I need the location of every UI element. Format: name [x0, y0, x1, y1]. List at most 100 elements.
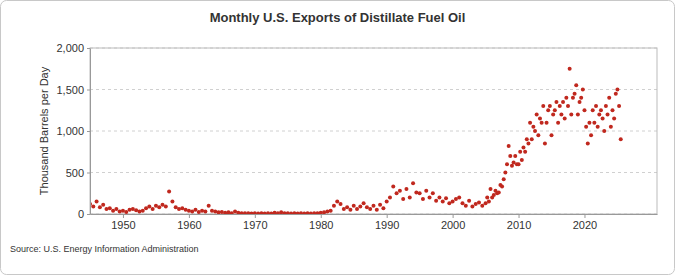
data-point: [91, 205, 95, 209]
data-point: [348, 208, 352, 212]
data-point: [538, 117, 542, 121]
data-point: [381, 206, 385, 210]
data-point: [329, 209, 333, 213]
data-point: [526, 141, 530, 145]
data-point: [95, 200, 99, 204]
data-point: [614, 92, 618, 96]
points: [90, 67, 623, 214]
data-point: [564, 96, 568, 100]
data-point: [428, 195, 432, 199]
data-point: [157, 205, 161, 209]
y-axis-title: Thousand Barrels per Day: [38, 66, 50, 195]
data-point: [404, 187, 408, 191]
x-tick-mark: [255, 214, 256, 218]
data-point: [487, 200, 491, 204]
data-point: [193, 208, 197, 212]
x-tick-mark: [519, 214, 520, 218]
data-point: [362, 201, 366, 205]
x-tick: 1970: [243, 214, 267, 231]
y-tick-label: 0: [78, 208, 84, 220]
data-point: [401, 197, 405, 201]
data-point: [609, 125, 613, 129]
data-point: [500, 185, 504, 189]
data-point: [533, 129, 537, 133]
data-point: [619, 137, 623, 141]
data-point: [378, 203, 382, 207]
data-point: [576, 112, 580, 116]
x-axis-line: [91, 214, 658, 215]
y-tick-label: 2,000: [56, 42, 84, 54]
data-point: [141, 209, 145, 213]
data-point: [528, 121, 532, 125]
data-point: [464, 204, 468, 208]
data-point: [355, 207, 359, 211]
data-point: [489, 187, 493, 191]
data-point: [551, 112, 555, 116]
data-point: [591, 108, 595, 112]
x-tick-label: 2020: [573, 219, 597, 231]
data-point: [375, 208, 379, 212]
x-tick: 2000: [441, 214, 465, 231]
data-point: [98, 205, 102, 209]
data-point: [352, 204, 356, 208]
data-point: [444, 196, 448, 200]
data-point: [332, 204, 336, 208]
outer-border: [1, 1, 675, 275]
plot-frame: [90, 48, 657, 214]
data-point: [615, 88, 619, 92]
data-point: [372, 204, 376, 208]
x-tick-mark: [123, 214, 124, 218]
grid-line: [90, 89, 657, 90]
x-tick-label: 2010: [507, 219, 531, 231]
data-point: [559, 112, 563, 116]
data-point: [470, 205, 474, 209]
data-point: [507, 144, 511, 148]
data-point: [525, 137, 529, 141]
data-point: [553, 108, 557, 112]
x-tick-mark: [584, 214, 585, 218]
data-point: [421, 197, 425, 201]
data-point: [601, 117, 605, 121]
data-point: [606, 112, 610, 116]
data-point: [451, 200, 455, 204]
data-point: [461, 201, 465, 205]
data-point: [569, 112, 573, 116]
x-tick: 1960: [177, 214, 201, 231]
data-point: [558, 104, 562, 108]
data-point: [480, 204, 484, 208]
data-point: [554, 100, 558, 104]
data-point: [535, 112, 539, 116]
x-tick-mark: [189, 214, 190, 218]
data-point: [604, 104, 608, 108]
data-point: [513, 154, 517, 158]
data-point: [424, 189, 428, 193]
x-tick-label: 1990: [375, 219, 399, 231]
x-tick-mark: [387, 214, 388, 218]
data-point: [530, 137, 534, 141]
grid: [90, 48, 657, 214]
data-point: [523, 150, 527, 154]
x-tick-label: 1980: [309, 219, 333, 231]
data-point: [594, 104, 598, 108]
y-tick-mark: [87, 173, 90, 174]
y-tick-mark: [87, 90, 90, 91]
data-point: [607, 96, 611, 100]
y-tick-label: 1,500: [56, 84, 84, 96]
data-point: [368, 207, 372, 211]
data-point: [411, 181, 415, 185]
data-point: [571, 96, 575, 100]
data-point: [358, 205, 362, 209]
y-tick: 2,000: [56, 42, 90, 54]
x-tick-label: 1950: [111, 219, 135, 231]
data-point: [207, 204, 211, 208]
data-point: [124, 210, 128, 214]
data-point: [434, 199, 438, 203]
data-point: [418, 191, 422, 195]
data-point: [431, 191, 435, 195]
x-tick: 1980: [309, 214, 333, 231]
data-point: [147, 205, 151, 209]
data-point: [497, 190, 501, 194]
data-point: [203, 210, 207, 214]
x-tick-mark: [321, 214, 322, 218]
data-point: [550, 133, 554, 137]
